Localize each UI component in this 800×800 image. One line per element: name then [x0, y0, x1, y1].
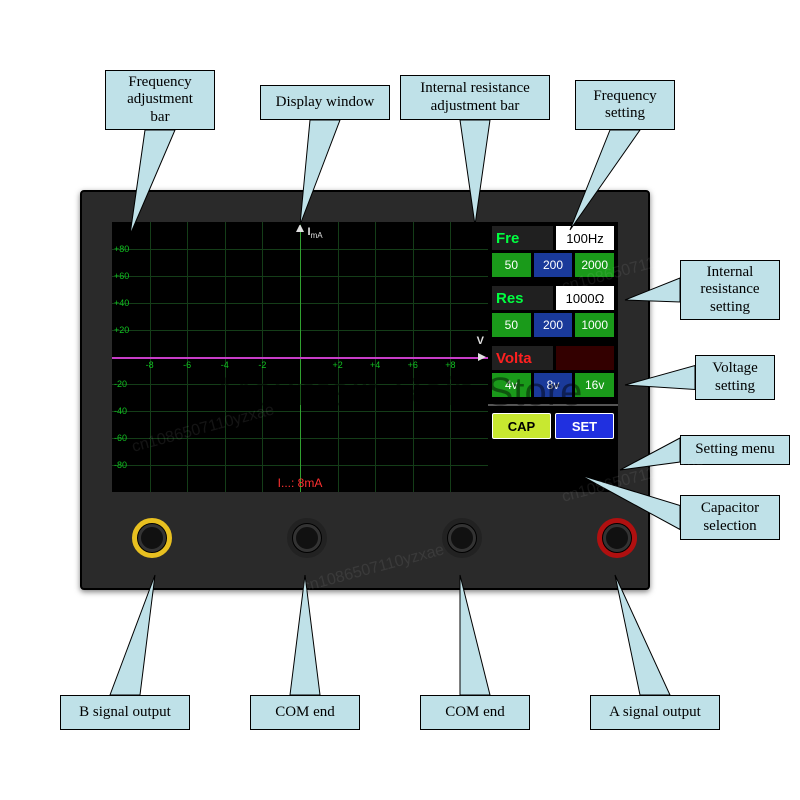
callout-b-signal-output: B signal output [60, 695, 190, 730]
jack-com1[interactable] [287, 518, 327, 558]
option-8v[interactable]: 8v [534, 373, 573, 397]
callout-capacitor-selection: Capacitorselection [680, 495, 780, 540]
jack-b[interactable] [132, 518, 172, 558]
fre-label: Fre [492, 226, 553, 250]
device-screen: // placeholder so later script can add g… [112, 222, 618, 492]
callout-freq-setting: Frequencysetting [575, 80, 675, 130]
option-50[interactable]: 50 [492, 253, 531, 277]
option-200[interactable]: 200 [534, 253, 573, 277]
callout-a-signal-output: A signal output [590, 695, 720, 730]
cap-button[interactable]: CAP [492, 413, 551, 439]
option-4v[interactable]: 4v [492, 373, 531, 397]
option-50[interactable]: 50 [492, 313, 531, 337]
jack-com2[interactable] [442, 518, 482, 558]
settings-panel: Fre 100Hz 502002000 Res 1000Ω 502001000 … [488, 222, 618, 492]
set-button[interactable]: SET [555, 413, 614, 439]
volt-options: 4v8v16v [492, 373, 614, 397]
option-16v[interactable]: 16v [575, 373, 614, 397]
device-body: // placeholder so later script can add g… [80, 190, 650, 590]
fre-value: 100Hz [556, 226, 614, 250]
option-1000[interactable]: 1000 [575, 313, 614, 337]
plot-area: // placeholder so later script can add g… [112, 222, 488, 492]
callout-com-end-2: COM end [420, 695, 530, 730]
res-options: 502001000 [492, 313, 614, 337]
option-200[interactable]: 200 [534, 313, 573, 337]
volt-label: Volta [492, 346, 553, 370]
readout: I...: 8mA [278, 476, 323, 490]
callout-voltage-setting: Voltagesetting [695, 355, 775, 400]
callout-display-window: Display window [260, 85, 390, 120]
callout-com-end-1: COM end [250, 695, 360, 730]
volt-value [556, 346, 614, 370]
callout-freq-adj-bar: Frequencyadjustmentbar [105, 70, 215, 130]
res-label: Res [492, 286, 553, 310]
callout-internal-res-setting: Internalresistancesetting [680, 260, 780, 320]
callout-internal-res-adj-bar: Internal resistanceadjustment bar [400, 75, 550, 120]
jack-a[interactable] [597, 518, 637, 558]
